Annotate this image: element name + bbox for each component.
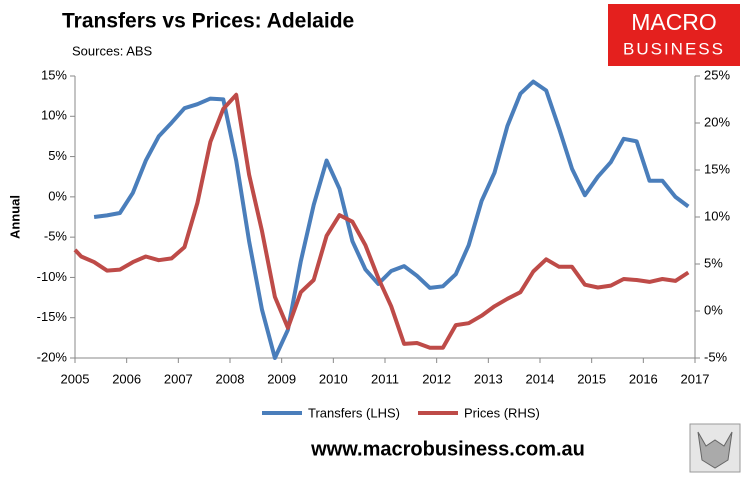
y-tick-label: -15%	[37, 309, 68, 324]
y2-tick-label: 15%	[704, 161, 730, 176]
x-tick-label: 2016	[629, 371, 658, 386]
chart-subtitle: Sources: ABS	[72, 43, 153, 58]
y2-tick-label: 20%	[704, 114, 730, 129]
y-tick-label: 5%	[48, 148, 67, 163]
x-tick-label: 2009	[267, 371, 296, 386]
x-tick-label: 2010	[319, 371, 348, 386]
x-tick-label: 2017	[681, 371, 710, 386]
x-tick-label: 2014	[526, 371, 555, 386]
wolf-icon	[697, 431, 733, 469]
y-tick-label: 15%	[41, 67, 67, 82]
y-axis-label: Annual	[7, 195, 22, 239]
logo-text: MACRO	[631, 9, 717, 35]
y-tick-label: -10%	[37, 269, 68, 284]
logo-text: BUSINESS	[623, 39, 725, 58]
y-tick-label: -20%	[37, 349, 68, 364]
y2-tick-label: 10%	[704, 208, 730, 223]
x-tick-label: 2015	[577, 371, 606, 386]
y2-tick-label: 0%	[704, 302, 723, 317]
legend-label: Prices (RHS)	[464, 405, 540, 420]
y-tick-label: 10%	[41, 108, 67, 123]
x-tick-label: 2008	[216, 371, 245, 386]
series-line	[73, 92, 690, 350]
x-tick-label: 2006	[112, 371, 141, 386]
y2-tick-label: 5%	[704, 255, 723, 270]
website: www.macrobusiness.com.au	[310, 438, 585, 460]
series-line	[93, 79, 690, 360]
y-tick-label: 0%	[48, 188, 67, 203]
x-tick-label: 2013	[474, 371, 503, 386]
logo-box	[608, 4, 740, 66]
y2-tick-label: -5%	[704, 349, 728, 364]
legend-label: Transfers (LHS)	[308, 405, 400, 420]
y-tick-label: -5%	[44, 229, 68, 244]
x-tick-label: 2011	[371, 371, 399, 386]
chart-title: Transfers vs Prices: Adelaide	[62, 10, 354, 33]
y2-tick-label: 25%	[704, 67, 730, 82]
x-tick-label: 2007	[164, 371, 193, 386]
x-tick-label: 2012	[422, 371, 451, 386]
x-tick-label: 2005	[61, 371, 90, 386]
